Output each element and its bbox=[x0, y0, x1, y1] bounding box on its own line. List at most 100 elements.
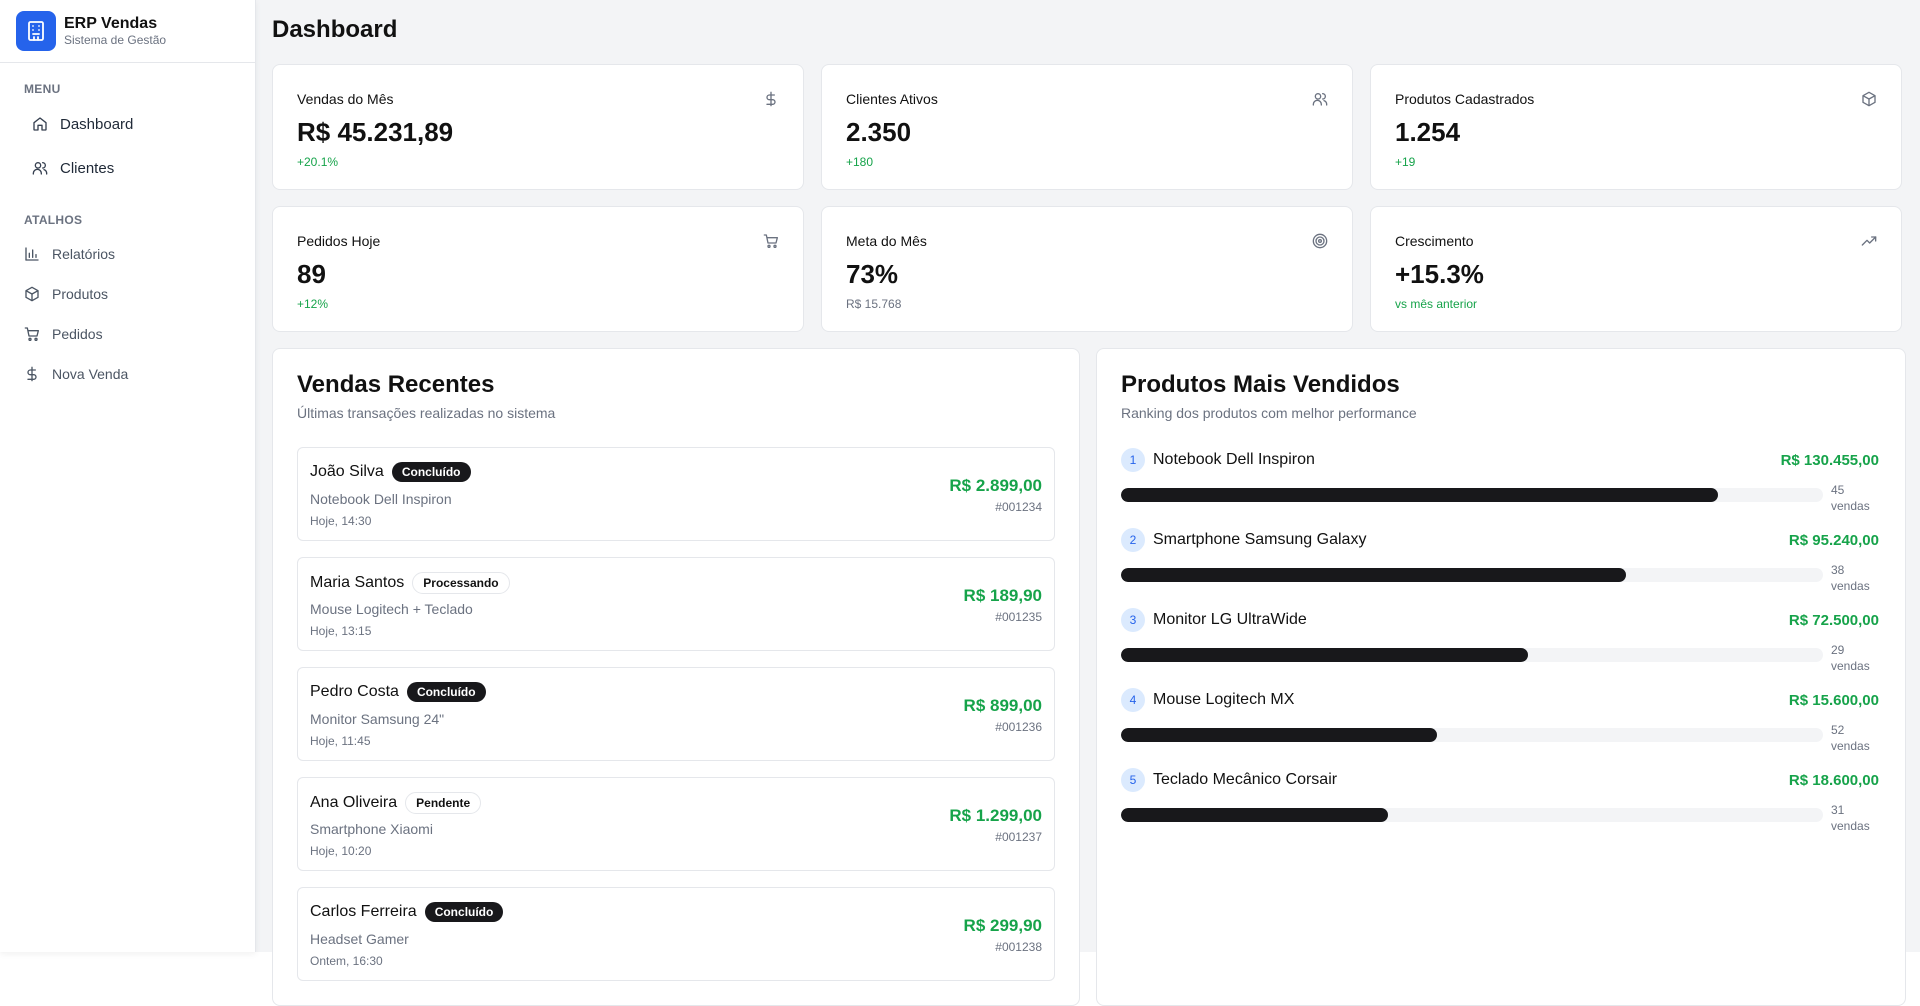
product-name: Teclado Mecânico Corsair bbox=[1153, 771, 1338, 788]
recent-sales-title: Vendas Recentes bbox=[297, 371, 495, 398]
stat-value: R$ 45.231,89 bbox=[297, 117, 454, 147]
sidebar-item-label: Clientes bbox=[60, 159, 115, 177]
sales-progress-fill bbox=[1121, 488, 1718, 502]
stat-card-crescimento: Crescimento +15.3% vs mês anterior bbox=[1370, 206, 1902, 332]
stat-label: Pedidos Hoje bbox=[297, 233, 381, 249]
sidebar-item-label: Relatórios bbox=[52, 246, 116, 262]
sales-count-value: 38 bbox=[1831, 563, 1845, 577]
sidebar-item-pedidos[interactable]: Pedidos bbox=[0, 314, 248, 354]
product-row[interactable]: 1 Notebook Dell Inspiron R$ 130.455,00 4… bbox=[1121, 448, 1879, 518]
sidebar-item-nova-venda[interactable]: Nova Venda bbox=[0, 354, 248, 394]
product-sales-count: 52 vendas bbox=[1831, 722, 1879, 754]
sidebar-item-clientes[interactable]: Clientes bbox=[0, 148, 256, 188]
sale-amount: R$ 299,90 bbox=[963, 916, 1042, 935]
sales-progress-fill bbox=[1121, 808, 1388, 822]
sale-amount: R$ 189,90 bbox=[963, 586, 1042, 605]
sale-id: #001236 bbox=[995, 720, 1042, 734]
sale-time: Hoje, 14:30 bbox=[310, 514, 372, 528]
brand-title: ERP Vendas bbox=[64, 15, 158, 32]
product-revenue: R$ 15.600,00 bbox=[1788, 692, 1879, 709]
sales-count-value: 52 bbox=[1831, 723, 1845, 737]
sidebar: ERP Vendas Sistema de Gestão MENU Dashbo… bbox=[0, 0, 256, 952]
status-badge: Pendente bbox=[405, 792, 482, 814]
stat-change: +20.1% bbox=[297, 155, 339, 169]
status-badge: Concluído bbox=[424, 902, 504, 922]
product-name: Smartphone Samsung Galaxy bbox=[1153, 531, 1367, 548]
product-revenue: R$ 130.455,00 bbox=[1780, 452, 1879, 469]
sale-row[interactable]: Maria Santos Processando Mouse Logitech +… bbox=[297, 557, 1055, 651]
sale-row[interactable]: João Silva Concluído Notebook Dell Inspir… bbox=[297, 447, 1055, 541]
sidebar-item-label: Dashboard bbox=[60, 115, 134, 133]
product-row[interactable]: 5 Teclado Mecânico Corsair R$ 18.600,00 … bbox=[1121, 768, 1879, 838]
product-name: Monitor LG UltraWide bbox=[1153, 611, 1307, 628]
sale-id: #001234 bbox=[995, 500, 1042, 514]
cart-icon bbox=[763, 233, 779, 249]
sale-product: Mouse Logitech + Teclado bbox=[310, 601, 473, 617]
stat-card-meta-mes: Meta do Mês 73% R$ 15.768 bbox=[821, 206, 1353, 332]
top-products-panel: Produtos Mais Vendidos Ranking dos produ… bbox=[1096, 348, 1906, 1006]
top-products-title: Produtos Mais Vendidos bbox=[1121, 371, 1400, 398]
sales-progress-fill bbox=[1121, 568, 1627, 582]
sale-row[interactable]: Pedro Costa Concluído Monitor Samsung 24"… bbox=[297, 667, 1055, 761]
building-icon[interactable] bbox=[16, 11, 56, 51]
product-revenue: R$ 72.500,00 bbox=[1788, 612, 1879, 629]
sale-customer: João Silva bbox=[310, 463, 384, 480]
sidebar-item-produtos[interactable]: Produtos bbox=[0, 274, 248, 314]
sales-progress-bar bbox=[1121, 488, 1823, 502]
product-row[interactable]: 4 Mouse Logitech MX R$ 15.600,00 52 venda… bbox=[1121, 688, 1879, 758]
rank-badge: 1 bbox=[1121, 448, 1145, 472]
product-sales-count: 38 vendas bbox=[1831, 562, 1879, 594]
rank-badge: 2 bbox=[1121, 528, 1145, 552]
stat-value: 73% bbox=[846, 259, 899, 289]
stat-value: +15.3% bbox=[1395, 259, 1484, 289]
bar-chart-icon bbox=[24, 246, 40, 262]
rank-badge: 4 bbox=[1121, 688, 1145, 712]
status-badge: Processando bbox=[412, 572, 510, 594]
box-icon bbox=[24, 286, 40, 302]
stat-card-clientes-ativos: Clientes Ativos 2.350 +180 bbox=[821, 64, 1353, 190]
sales-progress-bar bbox=[1121, 568, 1823, 582]
sidebar-item-dashboard[interactable]: Dashboard bbox=[0, 104, 256, 144]
sale-product: Notebook Dell Inspiron bbox=[310, 491, 452, 507]
page-title: Dashboard bbox=[272, 16, 398, 43]
sales-progress-bar bbox=[1121, 728, 1823, 742]
sales-progress-bar bbox=[1121, 808, 1823, 822]
stat-change: vs mês anterior bbox=[1395, 297, 1478, 311]
sale-product: Headset Gamer bbox=[310, 931, 409, 947]
recent-sales-panel: Vendas Recentes Últimas transações reali… bbox=[272, 348, 1080, 1006]
sidebar-item-relatorios[interactable]: Relatórios bbox=[0, 234, 248, 274]
rank-badge: 5 bbox=[1121, 768, 1145, 792]
sidebar-item-label: Produtos bbox=[52, 286, 109, 302]
sales-progress-bar bbox=[1121, 648, 1823, 662]
product-row[interactable]: 3 Monitor LG UltraWide R$ 72.500,00 29 ve… bbox=[1121, 608, 1879, 678]
sale-product: Smartphone Xiaomi bbox=[310, 821, 433, 837]
status-badge: Concluído bbox=[391, 462, 471, 482]
sales-progress-fill bbox=[1121, 728, 1437, 742]
sale-row[interactable]: Ana Oliveira Pendente Smartphone Xiaomi H… bbox=[297, 777, 1055, 871]
status-badge: Concluído bbox=[406, 682, 486, 702]
menu-section-label: MENU bbox=[24, 82, 61, 96]
sale-time: Hoje, 11:45 bbox=[310, 734, 371, 748]
stat-change: R$ 15.768 bbox=[846, 297, 902, 311]
sale-row[interactable]: Carlos Ferreira Concluído Headset Gamer O… bbox=[297, 887, 1055, 981]
home-icon bbox=[32, 116, 48, 132]
sales-count-value: 45 bbox=[1831, 483, 1845, 497]
cart-icon bbox=[24, 326, 40, 342]
sale-id: #001238 bbox=[995, 940, 1042, 954]
stat-label: Meta do Mês bbox=[846, 233, 927, 249]
sale-time: Hoje, 13:15 bbox=[310, 624, 372, 638]
sales-count-unit: vendas bbox=[1831, 579, 1870, 593]
trending-up-icon bbox=[1861, 233, 1877, 249]
product-sales-count: 45 vendas bbox=[1831, 482, 1879, 514]
users-icon bbox=[32, 160, 48, 176]
sale-time: Hoje, 10:20 bbox=[310, 844, 372, 858]
target-icon bbox=[1312, 233, 1328, 249]
sales-count-value: 31 bbox=[1831, 803, 1845, 817]
stat-value: 2.350 bbox=[846, 117, 912, 147]
sale-customer: Carlos Ferreira bbox=[310, 903, 417, 920]
top-products-subtitle: Ranking dos produtos com melhor performa… bbox=[1121, 405, 1417, 421]
sales-count-unit: vendas bbox=[1831, 659, 1870, 673]
stat-label: Crescimento bbox=[1395, 233, 1474, 249]
product-row[interactable]: 2 Smartphone Samsung Galaxy R$ 95.240,00… bbox=[1121, 528, 1879, 598]
sale-customer: Pedro Costa bbox=[310, 683, 399, 700]
